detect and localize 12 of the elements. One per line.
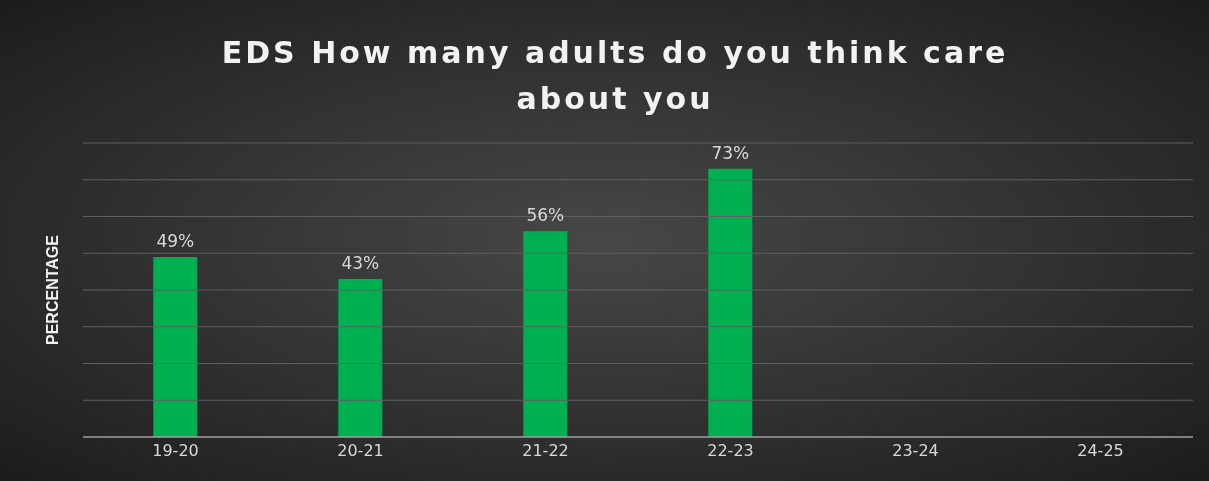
y-axis-title: PERCENTAGE bbox=[43, 234, 61, 345]
x-tick-label: 20-21 bbox=[337, 441, 384, 461]
x-tick-label: 24-25 bbox=[1077, 441, 1124, 461]
x-tick-label: 23-24 bbox=[892, 441, 939, 461]
data-label: 56% bbox=[526, 205, 565, 226]
data-label: 73% bbox=[711, 142, 750, 163]
x-tick-label: 22-23 bbox=[707, 441, 754, 461]
x-tick-label: 21-22 bbox=[522, 441, 569, 461]
data-label: 49% bbox=[156, 230, 195, 251]
chart-title: EDS How many adults do you think care about you bbox=[220, 34, 1010, 118]
x-tick-label: 19-20 bbox=[152, 441, 199, 461]
data-label: 43% bbox=[341, 252, 380, 273]
